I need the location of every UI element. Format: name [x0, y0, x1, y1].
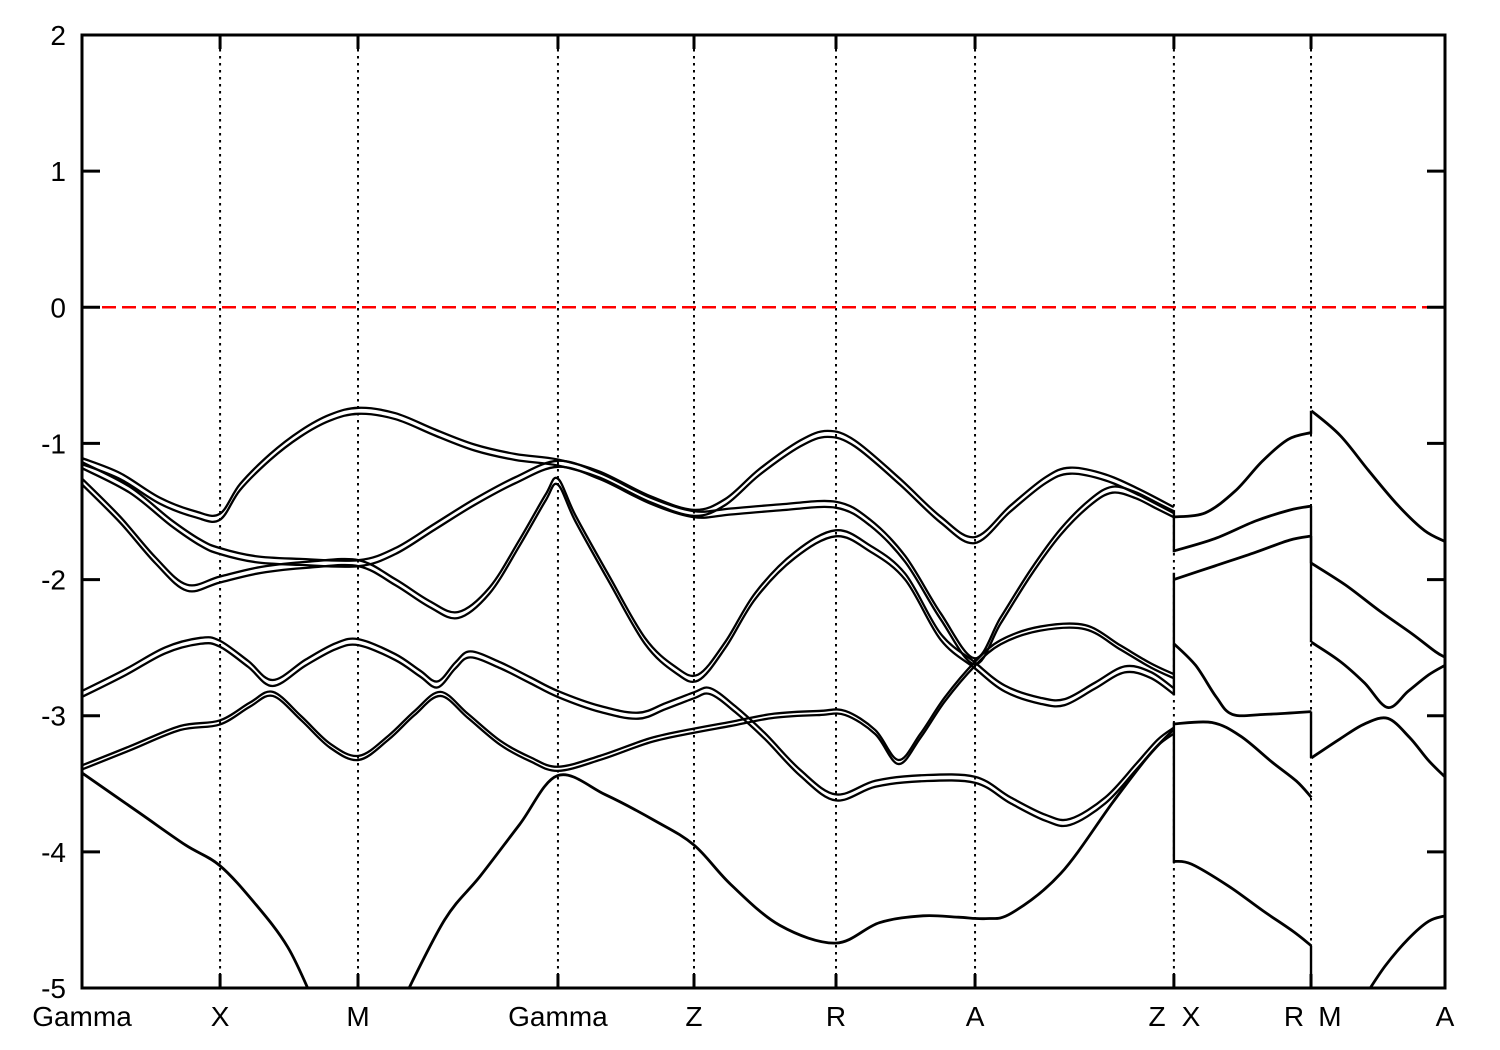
xr-band-1 — [1173, 431, 1312, 519]
band-3-lower — [82, 482, 1175, 708]
x-tick-label: Gamma — [508, 1001, 608, 1032]
band-5-lower — [82, 626, 1175, 772]
x-tick-label: Gamma — [32, 1001, 132, 1032]
y-tick-label: -1 — [41, 428, 66, 459]
band-3-upper — [82, 476, 1175, 702]
y-tick-label: -5 — [41, 973, 66, 1004]
band-2-upper — [82, 459, 1175, 660]
y-tick-label: 1 — [50, 156, 66, 187]
axis-ticks — [80, 33, 1447, 990]
ma-band-4 — [1310, 716, 1445, 778]
xr-band-5 — [1173, 720, 1313, 799]
y-tick-label: 0 — [50, 292, 66, 323]
x-tick-label: Z — [685, 1001, 702, 1032]
y-tick-label: -2 — [41, 565, 66, 596]
band-5-upper — [82, 622, 1175, 768]
x-axis-labels: Gamma X M Gamma Z R A Z X R M A — [32, 1001, 1454, 1032]
band-6 — [407, 728, 1175, 989]
x-tick-label: A — [1436, 1001, 1455, 1032]
y-tick-label: 2 — [50, 20, 66, 51]
x-tick-label: Z — [1148, 1001, 1165, 1032]
ma-band-1 — [1310, 409, 1445, 543]
x-tick-label: R — [1284, 1001, 1304, 1032]
y-tick-label: -3 — [41, 701, 66, 732]
bands — [82, 406, 1445, 989]
band-4-upper — [82, 636, 1175, 822]
y-axis-labels: 2 1 0 -1 -2 -3 -4 -5 — [41, 20, 66, 1004]
x-tick-label: X — [1182, 1001, 1201, 1032]
xr-band-2 — [1173, 504, 1312, 553]
band-1-lower — [82, 412, 1175, 545]
band-4-lower — [82, 642, 1175, 828]
ma-band-5 — [1367, 914, 1445, 989]
y-tick-label: -4 — [41, 837, 66, 868]
ma-band-3 — [1310, 641, 1445, 709]
band-6 — [82, 771, 310, 989]
x-tick-label: X — [211, 1001, 230, 1032]
x-tick-label: A — [966, 1001, 985, 1032]
ma-band-2 — [1310, 562, 1445, 659]
panel-connectors — [1172, 410, 1313, 989]
plot-frame — [80, 33, 1447, 990]
x-tick-label: R — [826, 1001, 846, 1032]
x-tick-label: M — [346, 1001, 369, 1032]
x-tick-label: M — [1318, 1001, 1341, 1032]
xr-band-4 — [1172, 642, 1312, 718]
band-2-lower — [82, 465, 1175, 666]
xr-band-6 — [1173, 859, 1313, 947]
band-1-upper — [82, 406, 1175, 539]
xr-band-3 — [1173, 534, 1312, 581]
